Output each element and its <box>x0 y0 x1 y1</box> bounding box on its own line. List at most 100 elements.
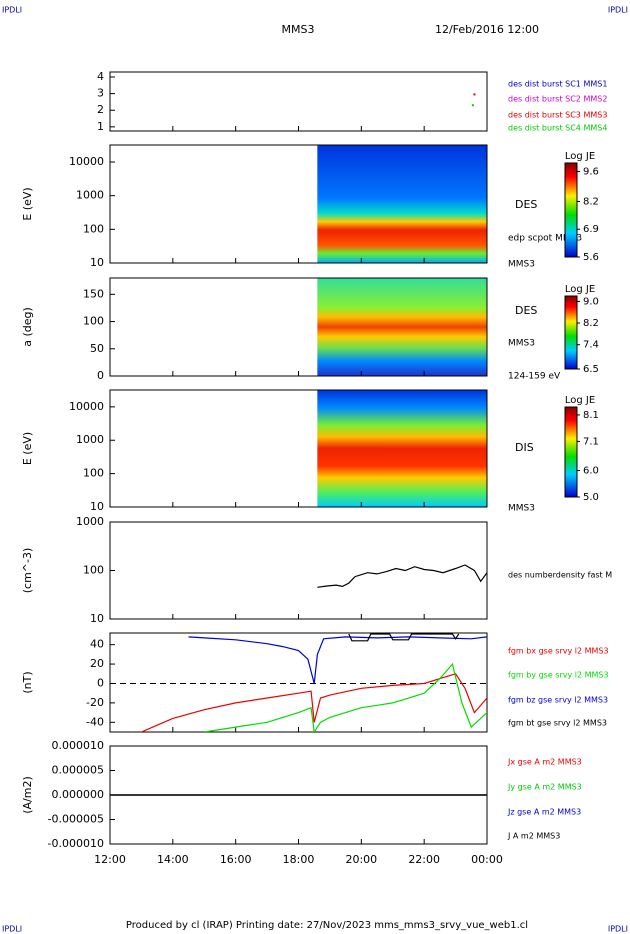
y-tick-label: -40 <box>86 715 104 728</box>
y-tick-label: 0.000000 <box>52 788 105 801</box>
y-tick-label: 10000 <box>69 400 104 413</box>
x-tick-label: 20:00 <box>345 853 377 866</box>
series-line <box>317 564 487 588</box>
y-tick-label: -20 <box>86 696 104 709</box>
panel-label: edp scpot MMS3 <box>508 234 582 244</box>
corner-label: IPDLI <box>608 6 628 15</box>
y-tick-label: 20 <box>90 657 104 670</box>
spectrogram <box>317 390 487 507</box>
series-line <box>188 636 487 684</box>
y-tick-label: -0.000005 <box>48 813 104 826</box>
series-line <box>141 673 487 732</box>
y-tick-label: 40 <box>90 638 104 651</box>
y-tick-label: 2 <box>97 103 104 116</box>
colorbar-title: Log JE <box>565 284 595 295</box>
spacecraft: MMS3 <box>282 23 315 36</box>
colorbar-tick-label: 6.5 <box>583 364 599 375</box>
y-tick-label: 50 <box>90 342 104 355</box>
panel-label: MMS3 <box>508 260 535 270</box>
legend-entry: fgm by gse srvy l2 MMS3 <box>508 671 609 680</box>
y-axis-label: a (deg) <box>21 307 34 347</box>
panel-frame <box>109 71 488 132</box>
y-tick-label: 10000 <box>69 155 104 168</box>
colorbar-tick-label: 9.0 <box>583 296 599 307</box>
legend-entry: des dist burst SC3 MMS3 <box>508 111 607 120</box>
colorbar-tick-label: 5.6 <box>583 252 599 263</box>
legend-entry: J A m2 MMS3 <box>507 832 560 841</box>
panel-label: MMS3 <box>508 504 535 514</box>
colorbar-tick-label: 6.0 <box>583 466 599 477</box>
x-tick-label: 22:00 <box>408 853 440 866</box>
footer: Produced by cl (IRAP) Printing date: 27/… <box>126 920 528 931</box>
y-tick-label: 10 <box>90 500 104 513</box>
series-line <box>204 662 487 732</box>
y-tick-label: 100 <box>83 222 104 235</box>
legend-entry: Jx gse A m2 MMS3 <box>507 758 582 767</box>
y-tick-label: 1000 <box>76 433 104 446</box>
legend-entry: fgm bz gse srvy l2 MMS3 <box>508 696 608 705</box>
legend-entry: des dist burst SC2 MMS2 <box>508 95 607 104</box>
legend-entry: Jz gse A m2 MMS3 <box>507 808 581 817</box>
x-tick-label: 14:00 <box>157 853 189 866</box>
y-axis-label: E (eV) <box>21 187 34 220</box>
x-tick-label: 12:00 <box>94 853 126 866</box>
corner-label: IPDLI <box>2 925 22 934</box>
x-tick-label: 18:00 <box>283 853 315 866</box>
corner-label: IPDLI <box>2 6 22 15</box>
panel-label: DES <box>515 198 537 211</box>
legend-entry: fgm bx gse srvy l2 MMS3 <box>508 647 609 656</box>
panel-label: DES <box>515 304 537 317</box>
colorbar <box>564 295 578 370</box>
y-tick-label: 100 <box>83 564 104 577</box>
y-axis-label: (nT) <box>21 671 34 693</box>
colorbar-tick-label: 9.6 <box>583 167 599 178</box>
y-tick-label: 3 <box>97 87 104 100</box>
legend-entry: des dist burst SC1 MMS1 <box>508 80 607 89</box>
x-tick-label: 00:00 <box>471 853 503 866</box>
y-tick-label: 1000 <box>76 189 104 202</box>
panel-label: 124-159 eV <box>508 372 561 382</box>
y-tick-label: 150 <box>83 287 104 300</box>
y-tick-label: 1000 <box>76 515 104 528</box>
y-axis-label: (cm^-3) <box>21 548 34 594</box>
colorbar-title: Log JE <box>565 151 595 162</box>
y-tick-label: 10 <box>90 612 104 625</box>
colorbar-tick-label: 8.2 <box>583 318 599 329</box>
colorbar-tick-label: 7.1 <box>583 436 599 447</box>
corner-label: IPDLI <box>608 925 628 934</box>
point <box>471 104 474 107</box>
y-tick-label: 0 <box>97 369 104 382</box>
panel-frame <box>109 632 488 733</box>
colorbar <box>564 162 578 258</box>
legend-entry: des numberdensity fast M <box>508 571 612 580</box>
y-axis-label: E (eV) <box>21 432 34 465</box>
y-tick-label: 100 <box>83 315 104 328</box>
x-tick-label: 16:00 <box>220 853 252 866</box>
y-tick-label: 0.000005 <box>52 764 105 777</box>
colorbar-tick-label: 5.0 <box>583 492 599 503</box>
colorbar-tick-label: 8.2 <box>583 196 599 207</box>
colorbar-tick-label: 8.1 <box>583 410 599 421</box>
panel-label: MMS3 <box>508 339 535 349</box>
y-axis-label: (A/m2) <box>21 776 34 814</box>
spectrogram <box>317 145 487 263</box>
series-line <box>348 633 460 642</box>
y-tick-label: 4 <box>97 70 104 83</box>
colorbar-title: Log JE <box>565 395 595 406</box>
legend-entry: des dist burst SC4 MMS4 <box>508 124 607 133</box>
y-tick-label: -0.000010 <box>48 837 104 850</box>
panel-label: DIS <box>515 441 534 454</box>
y-tick-label: 1 <box>97 120 104 133</box>
legend-entry: fgm bt gse srvy l2 MMS3 <box>508 719 607 728</box>
colorbar-tick-label: 7.4 <box>583 340 599 351</box>
spectrogram <box>317 278 487 376</box>
y-tick-label: 0 <box>97 676 104 689</box>
colorbar <box>564 406 578 498</box>
date: 12/Feb/2016 12:00 <box>435 23 539 36</box>
y-tick-label: 0.000010 <box>52 739 105 752</box>
colorbar-tick-label: 6.9 <box>583 224 599 235</box>
y-tick-label: 100 <box>83 467 104 480</box>
y-tick-label: 10 <box>90 256 104 269</box>
legend-entry: Jy gse A m2 MMS3 <box>507 783 582 792</box>
